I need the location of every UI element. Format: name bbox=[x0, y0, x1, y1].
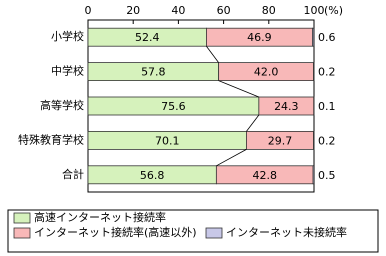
data-label: 42.0 bbox=[254, 66, 279, 79]
legend-swatch bbox=[205, 227, 223, 239]
y-tick-label: 中学校 bbox=[51, 64, 84, 78]
x-tick-label: 20 bbox=[126, 4, 140, 17]
data-label: 24.3 bbox=[274, 100, 299, 113]
data-label: 52.4 bbox=[135, 31, 160, 44]
data-label: 46.9 bbox=[247, 31, 272, 44]
y-tick-label: 特殊教育学校 bbox=[18, 132, 84, 146]
legend-label: インターネット接続率(高速以外) bbox=[34, 225, 197, 239]
y-tick-label: 小学校 bbox=[51, 29, 84, 43]
x-tick-label: 60 bbox=[217, 4, 231, 17]
data-label: 0.6 bbox=[318, 31, 336, 44]
y-tick-label: 合計 bbox=[62, 167, 84, 181]
connector-line bbox=[246, 114, 260, 132]
data-label: 0.1 bbox=[318, 100, 336, 113]
x-unit: (%) bbox=[324, 4, 343, 17]
x-tick-label: 40 bbox=[171, 4, 185, 17]
x-tick-label: 0 bbox=[85, 4, 92, 17]
x-tick-label: 100 bbox=[304, 4, 325, 17]
y-tick-label: 高等学校 bbox=[40, 98, 84, 112]
bar-segment bbox=[312, 165, 315, 185]
connector-line bbox=[206, 45, 219, 63]
connector-line bbox=[218, 80, 260, 98]
data-label: 0.2 bbox=[318, 66, 336, 79]
data-label: 42.8 bbox=[252, 169, 277, 182]
legend-label: 高速インターネット接続率 bbox=[34, 210, 166, 224]
data-label: 29.7 bbox=[268, 134, 293, 147]
legend-box bbox=[7, 209, 379, 253]
legend-swatch bbox=[13, 212, 31, 224]
x-tick-label: 80 bbox=[262, 4, 276, 17]
data-label: 57.8 bbox=[141, 66, 166, 79]
data-label: 0.5 bbox=[318, 169, 336, 182]
legend-label: インターネット未接続率 bbox=[226, 225, 347, 239]
data-label: 75.6 bbox=[161, 100, 186, 113]
legend-swatch bbox=[13, 227, 31, 239]
data-label: 70.1 bbox=[155, 134, 180, 147]
connector-line bbox=[216, 149, 247, 167]
bar-segment bbox=[312, 27, 315, 47]
data-label: 56.8 bbox=[140, 169, 165, 182]
data-label: 0.2 bbox=[318, 134, 336, 147]
